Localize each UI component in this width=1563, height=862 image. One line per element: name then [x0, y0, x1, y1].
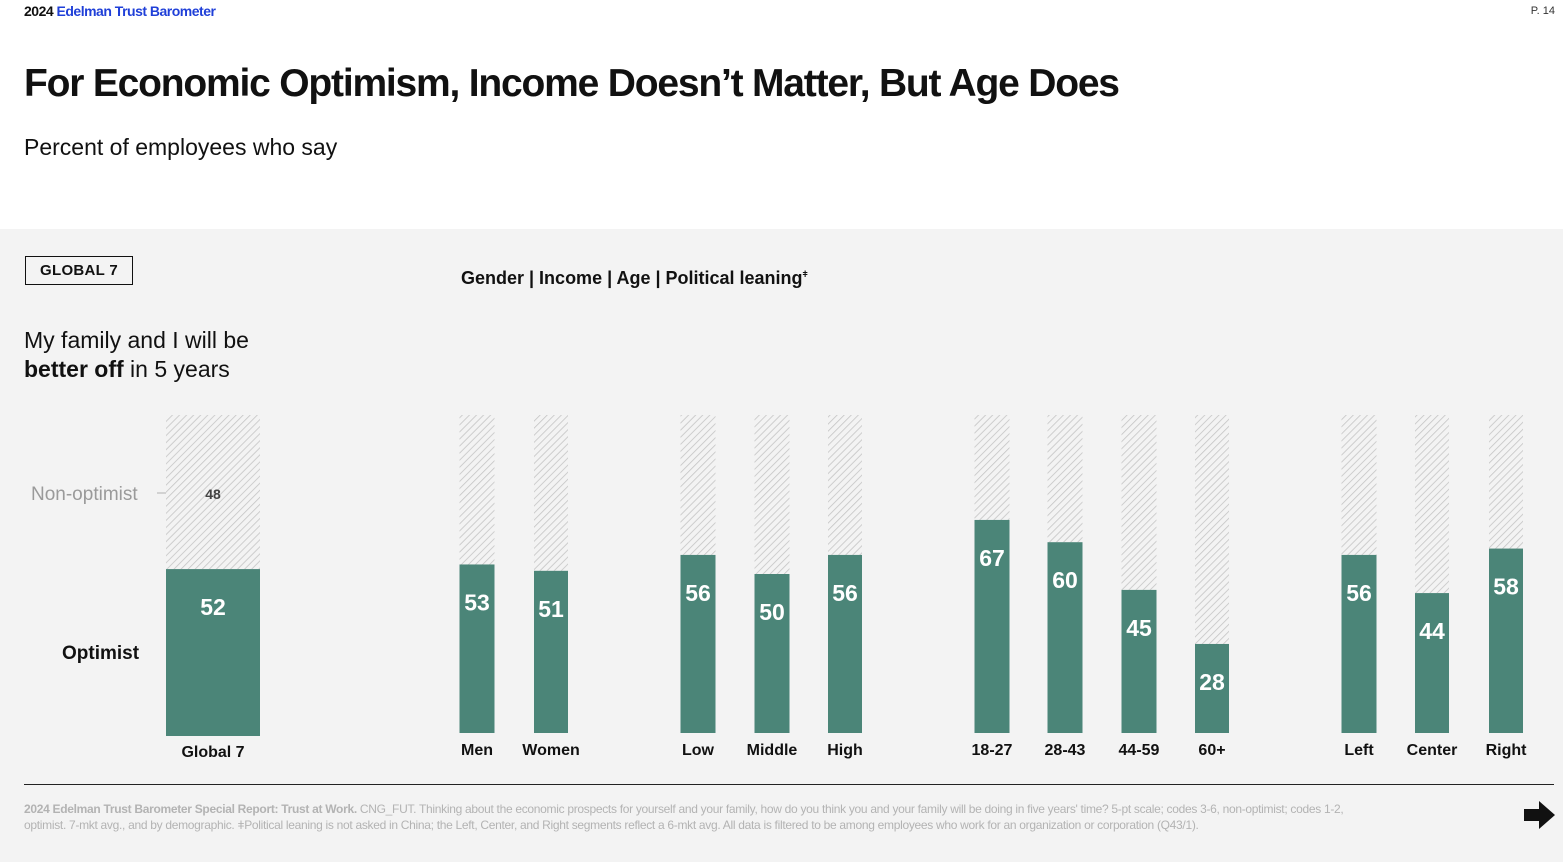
value-label-optimist-high: 56: [832, 580, 858, 606]
category-label-44-59: 44-59: [1119, 742, 1160, 759]
page-title: For Economic Optimism, Income Doesn’t Ma…: [24, 62, 1120, 105]
category-label-28-43: 28-43: [1045, 742, 1086, 759]
bar-non-optimist-men: [459, 415, 495, 565]
bar-non-optimist-center: [1415, 415, 1449, 594]
value-label-optimist-men: 53: [464, 589, 490, 615]
category-label-low: Low: [682, 742, 715, 759]
bar-optimist-right: [1489, 548, 1523, 733]
category-label-60-: 60+: [1198, 742, 1225, 759]
page-subtitle: Percent of employees who say: [24, 134, 338, 160]
brand-name: Edelman Trust Barometer: [56, 3, 216, 19]
value-label-optimist-right: 58: [1493, 574, 1519, 600]
value-label-optimist-middle: 50: [759, 599, 785, 625]
value-label-optimist-low: 56: [685, 580, 711, 606]
bar-non-optimist-low: [680, 415, 716, 555]
survey-statement: My family and I will be better off in 5 …: [24, 326, 249, 384]
brand-logo: 2024 Edelman Trust Barometer: [24, 3, 216, 19]
value-label-optimist-28-43: 60: [1052, 567, 1078, 593]
bar-non-optimist-middle: [754, 415, 790, 574]
optimist-legend-label: Optimist: [62, 643, 140, 664]
value-label-non-optimist-global-7: 48: [205, 486, 221, 502]
bar-non-optimist-women: [534, 415, 568, 571]
value-label-optimist-44-59: 45: [1126, 615, 1152, 641]
brand-year: 2024: [24, 3, 54, 19]
bar-non-optimist-44-59: [1121, 415, 1157, 590]
bar-optimist-women: [534, 570, 568, 733]
value-label-optimist-center: 44: [1419, 618, 1445, 644]
bars-group: 52 48 Global 7 53 Men 51 Women 56 Low 50 Middle 56 H…: [166, 415, 1527, 761]
bar-non-optimist-left: [1341, 415, 1377, 555]
bar-optimist-60-: [1195, 643, 1229, 733]
bar-optimist-global-7: [166, 569, 260, 736]
bar-non-optimist-right: [1489, 415, 1523, 549]
bar-optimist-18-27: [974, 519, 1010, 733]
segments-header: Gender | Income | Age | Political leanin…: [461, 268, 808, 289]
segments-header-text: Gender | Income | Age | Political leanin…: [461, 268, 803, 288]
category-label-women: Women: [522, 742, 579, 759]
non-optimist-legend-label: Non-optimist: [31, 484, 138, 505]
category-label-left: Left: [1344, 742, 1374, 759]
value-label-optimist-60-: 28: [1199, 669, 1225, 695]
bar-optimist-center: [1415, 593, 1449, 733]
footer-divider: [24, 784, 1554, 785]
bar-non-optimist-60-: [1195, 415, 1229, 644]
bar-optimist-left: [1341, 554, 1377, 733]
category-label-high: High: [827, 742, 863, 759]
region-badge: GLOBAL 7: [25, 256, 133, 285]
bar-non-optimist-high: [828, 415, 862, 555]
footnote-text: CNG_FUT. Thinking about the economic pro…: [24, 802, 1344, 832]
bar-non-optimist-global-7: [166, 415, 260, 570]
bar-optimist-44-59: [1121, 589, 1157, 733]
footnote: 2024 Edelman Trust Barometer Special Rep…: [24, 801, 1369, 833]
category-label-center: Center: [1407, 742, 1458, 759]
bar-non-optimist-18-27: [974, 415, 1010, 520]
bar-optimist-low: [680, 554, 716, 733]
category-label-right: Right: [1486, 742, 1528, 759]
statement-rest: in 5 years: [123, 356, 230, 382]
category-label-middle: Middle: [747, 742, 798, 759]
value-label-optimist-women: 51: [538, 596, 564, 622]
page-number: P. 14: [1530, 5, 1555, 17]
arrow-down-right-icon[interactable]: [1522, 798, 1556, 832]
statement-emphasis: better off: [24, 356, 124, 382]
bar-non-optimist-28-43: [1047, 415, 1083, 543]
bar-optimist-men: [459, 564, 495, 733]
bar-optimist-28-43: [1047, 542, 1083, 733]
category-label-global-7: Global 7: [181, 744, 244, 761]
bar-optimist-high: [828, 554, 862, 733]
value-label-optimist-global-7: 52: [200, 594, 226, 620]
footnote-source: 2024 Edelman Trust Barometer Special Rep…: [24, 802, 357, 816]
value-label-optimist-18-27: 67: [979, 545, 1005, 571]
category-label-18-27: 18-27: [972, 742, 1013, 759]
value-label-optimist-left: 56: [1346, 580, 1372, 606]
segments-header-mark: ǂ: [802, 269, 808, 279]
statement-line-1: My family and I will be: [24, 327, 249, 353]
bar-optimist-middle: [754, 574, 790, 733]
category-label-men: Men: [461, 742, 493, 759]
